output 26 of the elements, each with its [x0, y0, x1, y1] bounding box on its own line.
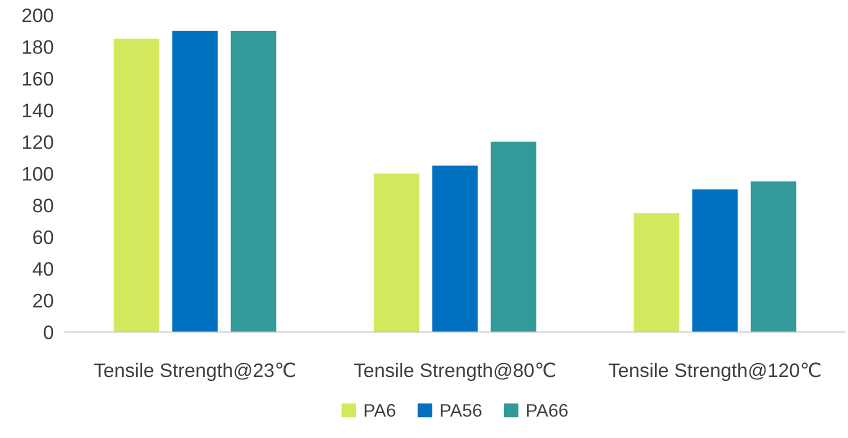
bar — [432, 166, 478, 332]
y-tick-label: 160 — [22, 72, 54, 86]
x-tick-label: Tensile Strength@120℃ — [608, 362, 820, 382]
y-tick-label: 140 — [22, 104, 54, 118]
bar — [374, 174, 420, 332]
bar — [750, 181, 796, 332]
bar — [114, 38, 160, 332]
x-tick-label: Tensile Strength@23℃ — [94, 362, 295, 382]
legend-label: PA66 — [527, 404, 568, 417]
y-tick-label: 180 — [22, 40, 54, 54]
y-tick-label: 60 — [33, 230, 54, 244]
bar — [172, 30, 218, 332]
y-tick-label: 40 — [32, 262, 54, 276]
x-tick-label: Tensile Strength@80℃ — [354, 362, 555, 382]
y-tick-label: 80 — [33, 198, 54, 212]
y-tick-label: 200 — [22, 8, 54, 22]
legend-label: PA56 — [440, 404, 482, 417]
bar — [230, 30, 276, 332]
y-tick-label: 120 — [22, 135, 54, 150]
legend-label: PA6 — [364, 404, 396, 417]
bar — [692, 189, 738, 332]
y-tick-label: 0 — [44, 325, 54, 340]
y-tick-label: 20 — [33, 294, 54, 308]
bar — [490, 142, 536, 332]
bar — [634, 213, 680, 332]
y-tick-label: 100 — [22, 166, 54, 181]
